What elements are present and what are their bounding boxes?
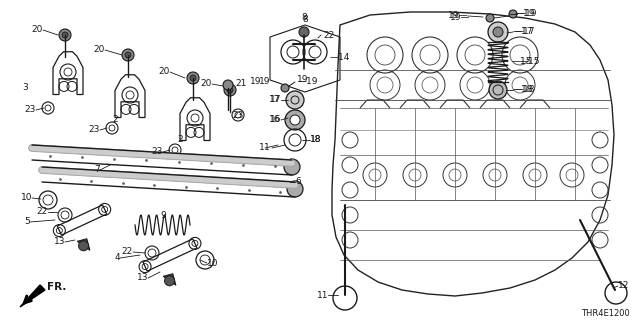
Text: 9: 9 (160, 211, 166, 220)
Text: 19: 19 (297, 76, 308, 84)
Polygon shape (163, 274, 176, 285)
Circle shape (125, 52, 131, 58)
Text: 13: 13 (136, 274, 148, 283)
Circle shape (287, 181, 303, 197)
Text: 20: 20 (93, 45, 105, 54)
Text: 19: 19 (259, 77, 270, 86)
Text: 17: 17 (269, 95, 280, 105)
Text: 13: 13 (54, 237, 65, 246)
Text: 8: 8 (301, 13, 307, 22)
Text: —18: —18 (513, 85, 534, 94)
Text: 23: 23 (24, 106, 36, 115)
Text: 23: 23 (88, 125, 100, 134)
Circle shape (488, 22, 508, 42)
Text: —17: —17 (515, 28, 536, 36)
Text: 22: 22 (36, 207, 48, 217)
Circle shape (281, 84, 289, 92)
Text: 1: 1 (264, 143, 270, 153)
Text: —19: —19 (515, 10, 536, 19)
Circle shape (284, 159, 300, 175)
Circle shape (190, 75, 196, 81)
Circle shape (489, 81, 507, 99)
Circle shape (187, 72, 199, 84)
Text: 7: 7 (94, 165, 100, 174)
Text: 20: 20 (31, 26, 43, 35)
Text: 10: 10 (207, 259, 218, 268)
Circle shape (224, 84, 236, 96)
Circle shape (299, 27, 309, 37)
Text: THR4E1200: THR4E1200 (581, 308, 630, 317)
Text: 23: 23 (232, 110, 243, 119)
Text: —18: —18 (515, 85, 536, 94)
Text: —17: —17 (513, 28, 534, 36)
Text: 6: 6 (295, 178, 301, 187)
Text: 8: 8 (302, 15, 308, 25)
Text: 19—: 19— (449, 13, 470, 22)
Circle shape (62, 32, 68, 38)
Text: 19: 19 (250, 77, 261, 86)
Text: 10: 10 (20, 194, 32, 203)
Text: 2: 2 (113, 116, 118, 124)
Text: 22: 22 (122, 247, 133, 257)
Polygon shape (77, 239, 90, 250)
Text: —15: —15 (512, 58, 532, 67)
Text: 20: 20 (159, 68, 170, 76)
Text: —15: —15 (520, 58, 541, 67)
Circle shape (493, 27, 503, 37)
Text: 19—: 19— (447, 12, 468, 20)
Circle shape (227, 87, 233, 93)
Text: 18: 18 (310, 135, 321, 145)
Text: 17: 17 (269, 95, 281, 105)
Text: 18: 18 (310, 135, 321, 145)
Circle shape (223, 80, 233, 90)
Circle shape (509, 10, 517, 18)
Text: 16: 16 (269, 116, 281, 124)
Circle shape (285, 110, 305, 130)
Text: 23: 23 (152, 148, 163, 156)
Text: 2: 2 (177, 135, 183, 145)
Text: 16: 16 (269, 116, 280, 124)
Text: 1: 1 (259, 143, 265, 153)
Text: 11: 11 (317, 291, 328, 300)
Text: 20: 20 (200, 79, 212, 89)
Text: —19: —19 (517, 10, 538, 19)
Circle shape (486, 14, 494, 22)
Text: FR.: FR. (47, 282, 67, 292)
Text: 3: 3 (22, 84, 28, 92)
Circle shape (79, 241, 88, 251)
Text: 21: 21 (235, 78, 246, 87)
Text: 22: 22 (323, 30, 334, 39)
Text: —14: —14 (330, 53, 350, 62)
Circle shape (122, 49, 134, 61)
Text: 4: 4 (115, 253, 120, 262)
Circle shape (290, 115, 300, 125)
Text: 12: 12 (618, 282, 629, 291)
Text: —19: —19 (298, 77, 319, 86)
Text: 5: 5 (24, 218, 30, 227)
Polygon shape (20, 285, 45, 307)
Circle shape (59, 29, 71, 41)
Circle shape (286, 91, 304, 109)
Circle shape (164, 276, 175, 286)
